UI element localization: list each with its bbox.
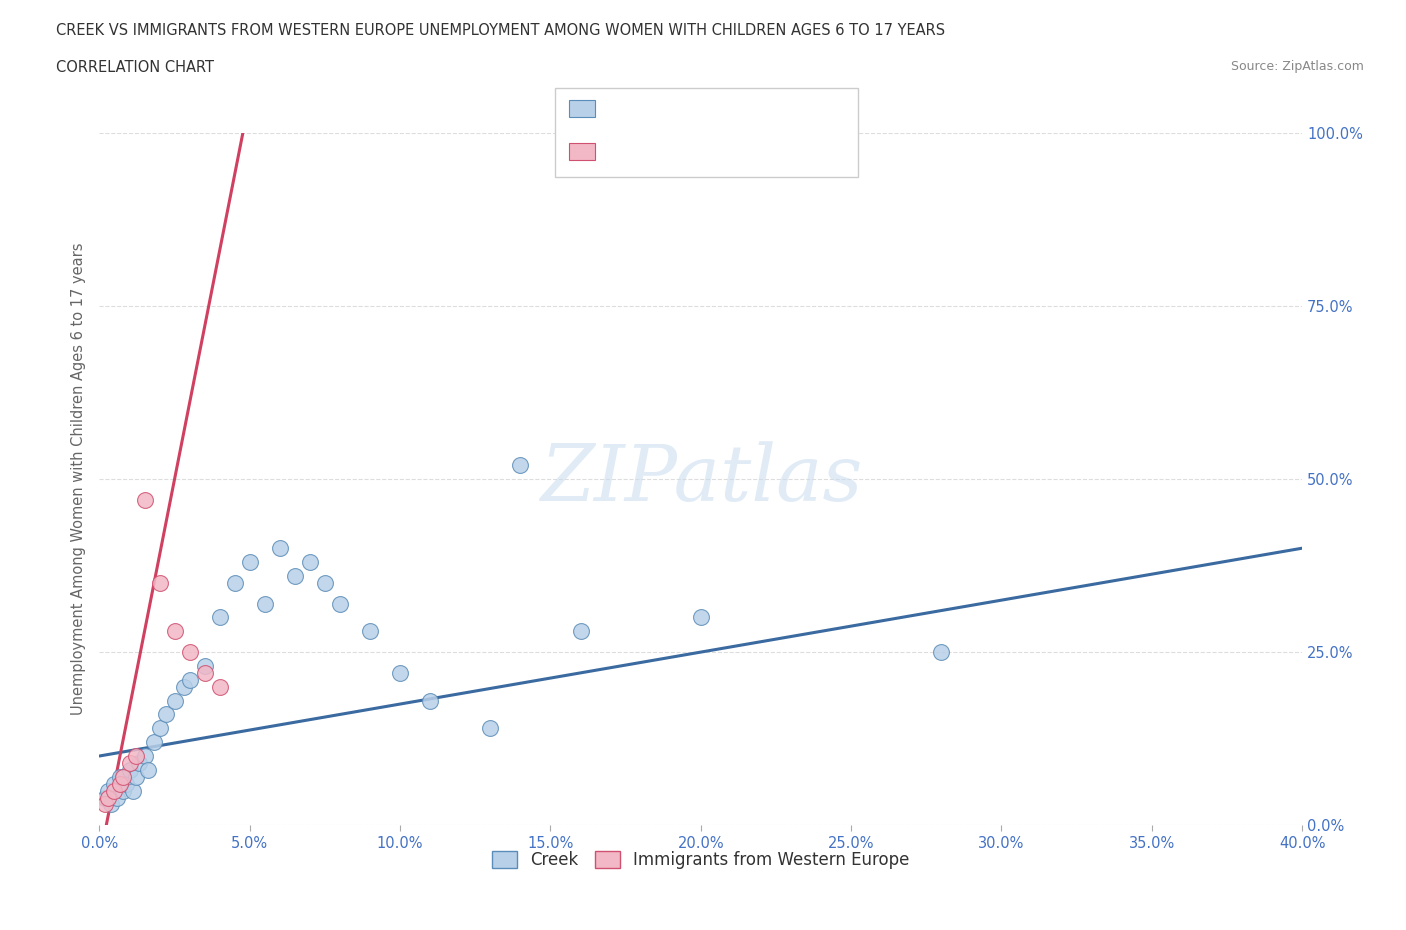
Point <box>163 693 186 708</box>
Point <box>115 777 138 791</box>
Text: Source: ZipAtlas.com: Source: ZipAtlas.com <box>1230 60 1364 73</box>
Text: CREEK VS IMMIGRANTS FROM WESTERN EUROPE UNEMPLOYMENT AMONG WOMEN WITH CHILDREN A: CREEK VS IMMIGRANTS FROM WESTERN EUROPE … <box>56 23 945 38</box>
Point <box>128 755 150 770</box>
Point <box>163 624 186 639</box>
Point <box>110 769 132 784</box>
Point <box>121 783 143 798</box>
Text: R =: R = <box>605 101 638 116</box>
Point <box>298 554 321 569</box>
Point <box>173 679 195 694</box>
Point <box>179 672 201 687</box>
Point <box>124 769 146 784</box>
Point <box>208 679 231 694</box>
Point <box>569 624 592 639</box>
Point <box>112 769 135 784</box>
Point <box>136 763 159 777</box>
Point <box>103 777 125 791</box>
Text: N =: N = <box>707 101 741 116</box>
Point <box>112 783 135 798</box>
Point <box>509 458 531 472</box>
Point <box>134 749 156 764</box>
Text: ZIPatlas: ZIPatlas <box>540 441 862 517</box>
Legend: Creek, Immigrants from Western Europe: Creek, Immigrants from Western Europe <box>485 844 917 876</box>
Text: N =: N = <box>707 144 741 159</box>
Text: 38: 38 <box>745 101 766 116</box>
Point <box>329 596 352 611</box>
Text: CORRELATION CHART: CORRELATION CHART <box>56 60 214 75</box>
Point <box>194 658 217 673</box>
Point <box>239 554 262 569</box>
Point <box>359 624 381 639</box>
Point <box>389 666 412 681</box>
Point <box>94 797 117 812</box>
Point <box>124 749 146 764</box>
Point <box>689 610 711 625</box>
Point <box>479 721 502 736</box>
Point <box>224 576 246 591</box>
Point <box>208 610 231 625</box>
Point <box>100 797 122 812</box>
Text: 0.911: 0.911 <box>643 144 690 159</box>
Point <box>118 755 141 770</box>
Text: 13: 13 <box>745 144 766 159</box>
Point <box>931 644 953 659</box>
Point <box>269 540 291 555</box>
Point <box>179 644 201 659</box>
Point <box>97 783 120 798</box>
Point <box>148 576 170 591</box>
Point <box>97 790 120 805</box>
Text: 0.277: 0.277 <box>643 101 690 116</box>
Point <box>155 707 177 722</box>
Point <box>148 721 170 736</box>
Point <box>314 576 336 591</box>
Point <box>419 693 441 708</box>
Y-axis label: Unemployment Among Women with Children Ages 6 to 17 years: Unemployment Among Women with Children A… <box>72 243 86 715</box>
Point <box>194 666 217 681</box>
Point <box>118 763 141 777</box>
Point <box>142 735 165 750</box>
Point <box>107 790 129 805</box>
Text: R =: R = <box>605 144 638 159</box>
Point <box>110 777 132 791</box>
Point <box>103 783 125 798</box>
Point <box>134 492 156 507</box>
Point <box>253 596 276 611</box>
Point <box>284 568 307 583</box>
Point <box>94 790 117 805</box>
